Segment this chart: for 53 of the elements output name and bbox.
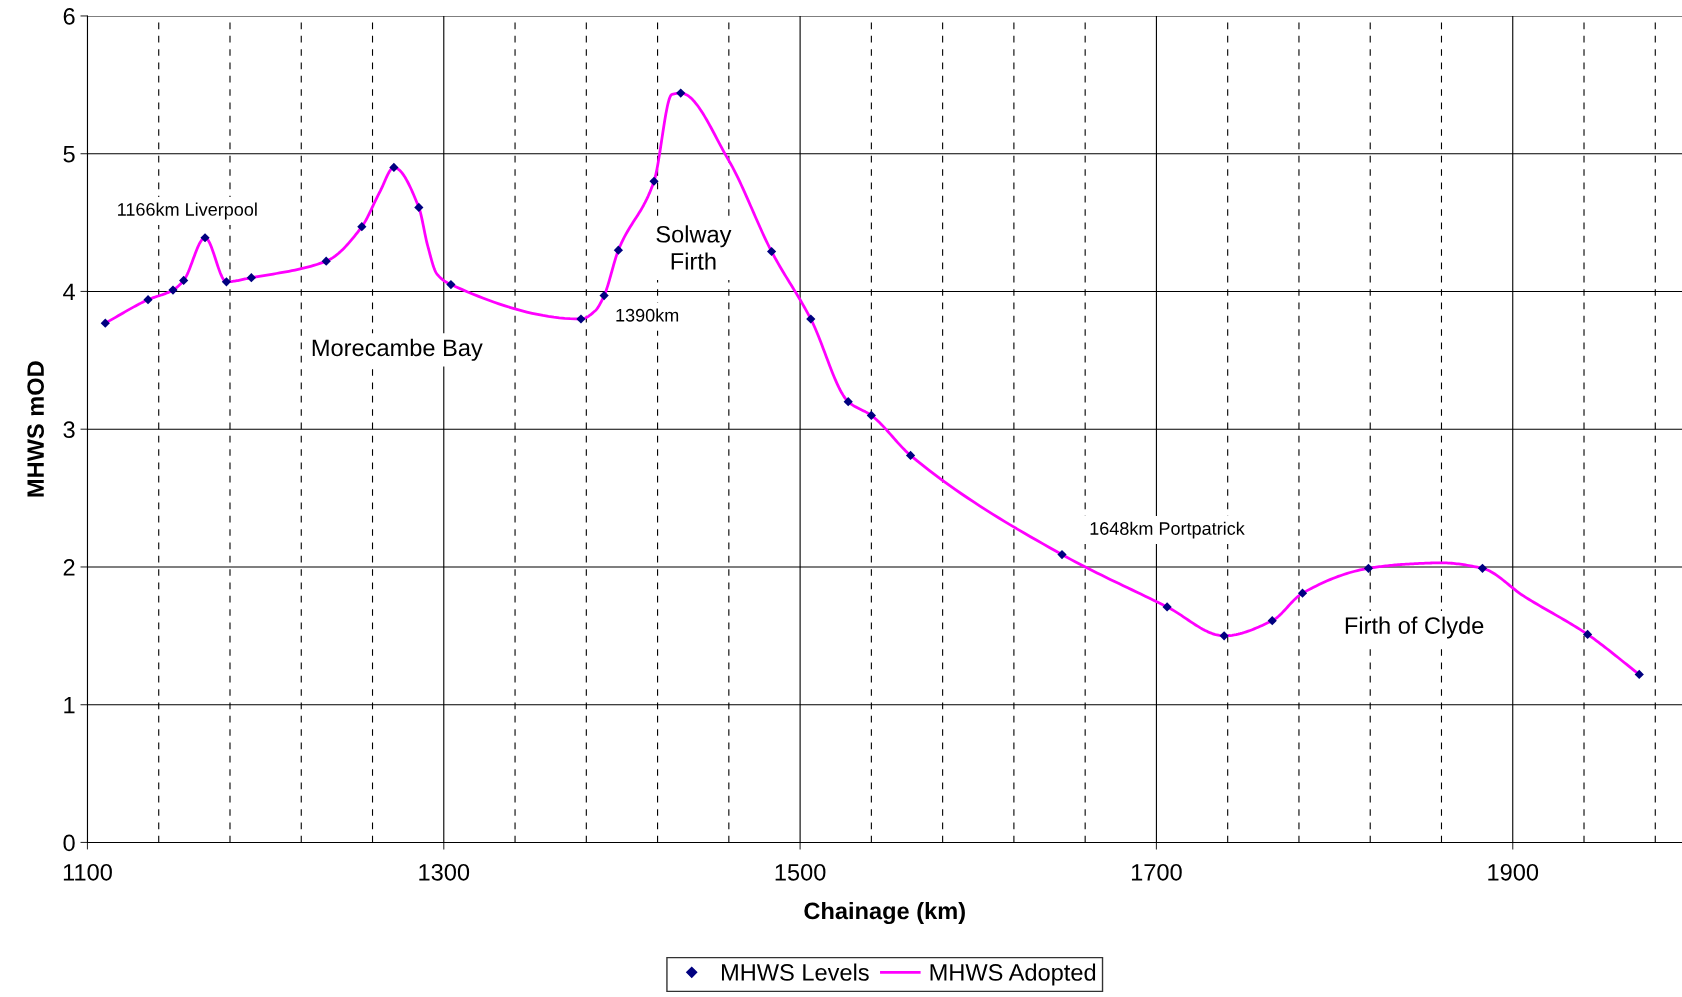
annotation: 1648km Portpatrick [1090,521,1245,539]
y-tick-label: 5 [63,146,75,163]
y-tick-label: 1 [64,697,75,714]
point [576,314,586,324]
point [246,273,256,283]
point [221,277,232,287]
annotation: Morecambe Bay [312,338,483,361]
y-tick-label: 4 [63,283,75,301]
point [1363,563,1374,573]
point [179,275,189,286]
point [168,285,178,295]
point [806,314,816,324]
annotation: Firth of Clyde [1345,616,1484,639]
y-tick-label: 3 [63,421,75,438]
point [1162,602,1172,612]
legend-label: MHWS Levels [722,963,869,981]
annotation: 1166km Liverpool [118,202,257,220]
point [446,279,456,290]
point [843,397,853,407]
point [1297,588,1308,598]
point [143,295,153,305]
point [676,88,686,98]
point [357,222,367,232]
y-tick-label: 0 [63,834,75,852]
point [613,245,623,255]
x-tick-label: 1100 [63,863,112,881]
point [766,246,777,257]
y-tick-label: 2 [63,559,75,576]
point [1634,669,1644,680]
point [1582,629,1593,640]
x-tick-label: 1900 [1488,863,1539,881]
point [414,202,424,213]
point [1057,549,1067,560]
legend-label: MHWS Adopted [930,963,1096,986]
x-axis-title: Chainage (km) [804,901,965,925]
point [599,290,609,301]
point [321,256,331,266]
point [1477,563,1488,573]
annotation: Solway Firth [656,225,732,270]
point [100,318,110,328]
point [200,233,210,243]
point [1267,616,1277,626]
x-tick-label: 1300 [419,863,470,881]
x-tick-label: 1500 [775,863,826,881]
annotation: 1390km [616,308,679,322]
point [905,450,916,460]
point [866,410,876,421]
point [389,162,399,173]
point [649,176,659,186]
point [1219,631,1229,641]
y-tick-label: 6 [63,8,75,25]
x-tick-label: 1700 [1131,863,1182,881]
y-axis-title: MHWS mOD [27,361,44,497]
